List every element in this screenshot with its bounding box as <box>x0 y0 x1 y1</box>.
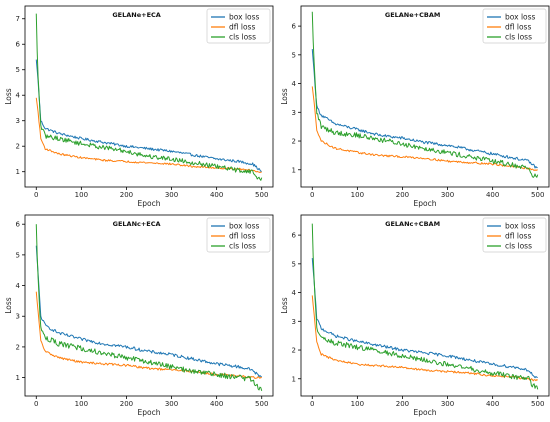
y-tick-label: 2 <box>292 347 296 355</box>
y-tick-label: 5 <box>292 51 296 59</box>
series-line-dfl-loss <box>311 86 538 172</box>
y-tick-label: 2 <box>16 343 20 351</box>
plot-frame <box>24 5 274 188</box>
y-tick-label: 1 <box>292 375 296 383</box>
series-line-dfl-loss <box>35 97 262 174</box>
legend-label: dfl loss <box>229 23 255 32</box>
y-tick-label: 5 <box>16 251 20 259</box>
x-tick-label: 200 <box>120 191 133 199</box>
series-line-box-loss <box>35 59 262 172</box>
x-axis-label: Epoch <box>138 199 161 208</box>
y-tick-label: 6 <box>292 232 297 240</box>
y-axis-label: Loss <box>280 88 289 105</box>
x-tick-label: 100 <box>351 191 364 199</box>
x-tick-label: 400 <box>210 400 223 408</box>
x-tick-label: 0 <box>310 400 314 408</box>
panel-title: GELANc+ECA <box>113 220 161 228</box>
x-tick-label: 500 <box>531 191 544 199</box>
chart-panel-2: 0 100 200 300 400 500 1 2 3 4 5 6 Epoch Loss GELANe+CB… <box>280 5 550 208</box>
x-axis-label: Epoch <box>414 199 437 208</box>
legend-label: cls loss <box>505 242 532 251</box>
y-tick-label: 4 <box>16 92 21 100</box>
series-line-box-loss <box>35 245 262 378</box>
legend-label: box loss <box>229 13 260 22</box>
x-axis-label: Epoch <box>138 408 161 417</box>
x-tick-label: 500 <box>255 400 268 408</box>
chart-panel-4: 0 100 200 300 400 500 1 2 3 4 5 6 Epoch Loss GELANc+CB… <box>280 214 550 417</box>
y-tick-label: 1 <box>16 168 20 176</box>
chart-panel-1: 0 100 200 300 400 500 1 2 3 4 5 6 7 Epoch Loss GELANe+E… <box>4 5 274 208</box>
series-line-dfl-loss <box>311 295 538 382</box>
plot-frame <box>300 214 550 397</box>
y-tick-label: 2 <box>292 138 296 146</box>
y-tick-label: 1 <box>16 374 20 382</box>
chart-panel-3: 0 100 200 300 400 500 1 2 3 4 5 6 Epoch Loss GELANc+EC… <box>4 214 274 417</box>
panel-title: GELANe+ECA <box>112 11 160 19</box>
x-tick-label: 300 <box>441 191 454 199</box>
legend-label: dfl loss <box>505 23 531 32</box>
legend-label: cls loss <box>229 242 256 251</box>
x-tick-label: 400 <box>210 191 223 199</box>
legend-label: dfl loss <box>229 232 255 241</box>
legend-label: cls loss <box>229 33 256 42</box>
series-line-cls-loss <box>35 13 263 181</box>
x-axis-label: Epoch <box>414 408 437 417</box>
y-tick-label: 3 <box>292 109 296 117</box>
panel-title: GELANc+CBAM <box>385 220 440 228</box>
series-line-box-loss <box>311 49 538 169</box>
x-tick-label: 0 <box>34 191 38 199</box>
y-tick-label: 1 <box>292 166 296 174</box>
x-tick-label: 100 <box>351 400 364 408</box>
y-tick-label: 6 <box>292 23 297 31</box>
legend-label: box loss <box>505 13 536 22</box>
y-tick-label: 4 <box>292 80 297 88</box>
y-tick-label: 3 <box>16 313 20 321</box>
y-tick-label: 5 <box>16 66 20 74</box>
y-tick-label: 3 <box>292 318 296 326</box>
y-axis-label: Loss <box>280 297 289 314</box>
y-tick-label: 3 <box>16 117 20 125</box>
x-tick-label: 400 <box>486 191 499 199</box>
y-tick-label: 4 <box>292 289 297 297</box>
x-tick-label: 0 <box>34 400 38 408</box>
series-line-cls-loss <box>311 11 539 178</box>
x-tick-label: 300 <box>165 400 178 408</box>
y-tick-label: 4 <box>16 282 21 290</box>
x-tick-label: 400 <box>486 400 499 408</box>
legend-label: box loss <box>505 222 536 231</box>
legend-label: dfl loss <box>505 232 531 241</box>
x-tick-label: 300 <box>441 400 454 408</box>
y-tick-label: 6 <box>16 221 21 229</box>
y-tick-label: 6 <box>16 41 21 49</box>
series-line-cls-loss <box>311 223 539 390</box>
y-tick-label: 2 <box>16 143 20 151</box>
x-tick-label: 200 <box>396 400 409 408</box>
x-tick-label: 200 <box>396 191 409 199</box>
plot-frame <box>300 5 550 188</box>
y-axis-label: Loss <box>4 297 13 314</box>
series-line-box-loss <box>311 258 538 379</box>
panel-title: GELANe+CBAM <box>385 11 440 19</box>
legend-label: cls loss <box>505 33 532 42</box>
x-tick-label: 200 <box>120 400 133 408</box>
x-tick-label: 100 <box>75 400 88 408</box>
x-tick-label: 0 <box>310 191 314 199</box>
x-tick-label: 500 <box>255 191 268 199</box>
plot-frame <box>24 214 274 397</box>
y-axis-label: Loss <box>4 88 13 105</box>
x-tick-label: 300 <box>165 191 178 199</box>
x-tick-label: 100 <box>75 191 88 199</box>
legend-label: box loss <box>229 222 260 231</box>
x-tick-label: 500 <box>531 400 544 408</box>
y-tick-label: 5 <box>292 260 296 268</box>
series-line-cls-loss <box>35 224 263 392</box>
y-tick-label: 7 <box>16 15 20 23</box>
